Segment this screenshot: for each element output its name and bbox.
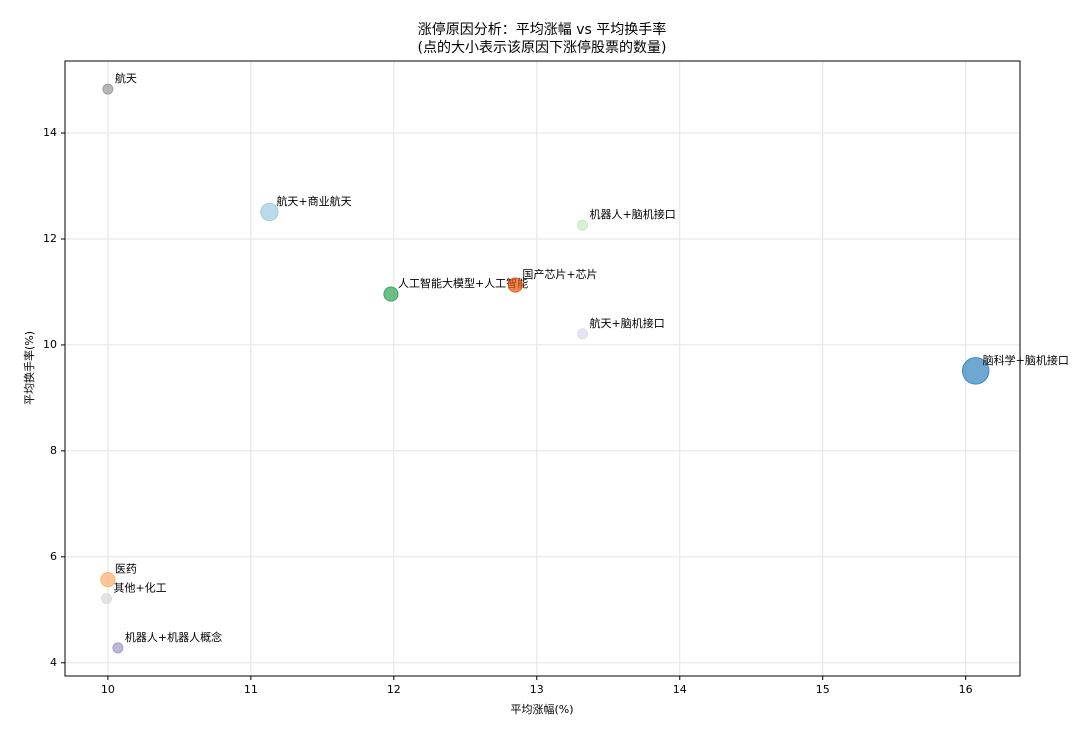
bubble <box>112 642 124 654</box>
bubble <box>102 83 114 95</box>
point-label: 航天 <box>115 71 137 85</box>
y-axis-label: 平均换手率(%) <box>22 331 36 405</box>
point-label: 机器人+机器人概念 <box>125 630 222 644</box>
chart-subtitle: (点的大小表示该原因下涨停股票的数量) <box>418 39 667 56</box>
chart-title: 涨停原因分析：平均涨幅 vs 平均换手率 <box>418 21 666 38</box>
y-tick-label: 12 <box>43 232 57 245</box>
x-tick-label: 14 <box>673 683 687 696</box>
bubble <box>507 277 523 293</box>
point-label: 脑科学+脑机接口 <box>983 353 1069 367</box>
point-label: 国产芯片+芯片 <box>522 267 597 281</box>
point-label: 机器人+脑机接口 <box>590 207 676 221</box>
plot-frame <box>64 60 1021 677</box>
point-label: 其他+化工 <box>113 581 166 595</box>
point-label: 医药 <box>115 563 137 576</box>
x-tick-label: 10 <box>101 683 115 696</box>
y-tick-label: 10 <box>43 338 57 351</box>
x-axis-label: 平均涨幅(%) <box>510 703 573 716</box>
y-tick-label: 14 <box>43 126 57 139</box>
bubble <box>577 219 589 231</box>
bubble <box>100 593 112 605</box>
x-tick-label: 16 <box>959 683 973 696</box>
bubble <box>260 202 279 222</box>
point-label: 人工智能大模型+人工智能 <box>398 276 528 290</box>
x-tick-label: 11 <box>244 683 258 696</box>
point-label: 航天+脑机接口 <box>590 316 665 330</box>
point-label: 航天+商业航天 <box>276 194 351 208</box>
bubble <box>577 328 589 340</box>
y-tick-label: 6 <box>50 550 57 563</box>
y-tick-label: 8 <box>50 444 57 457</box>
x-tick-label: 15 <box>816 683 830 696</box>
y-tick-label: 4 <box>50 656 57 669</box>
bubble <box>961 357 990 385</box>
bubble <box>100 572 116 588</box>
bubble <box>383 286 399 302</box>
x-tick-label: 12 <box>387 683 401 696</box>
x-tick-label: 13 <box>530 683 544 696</box>
